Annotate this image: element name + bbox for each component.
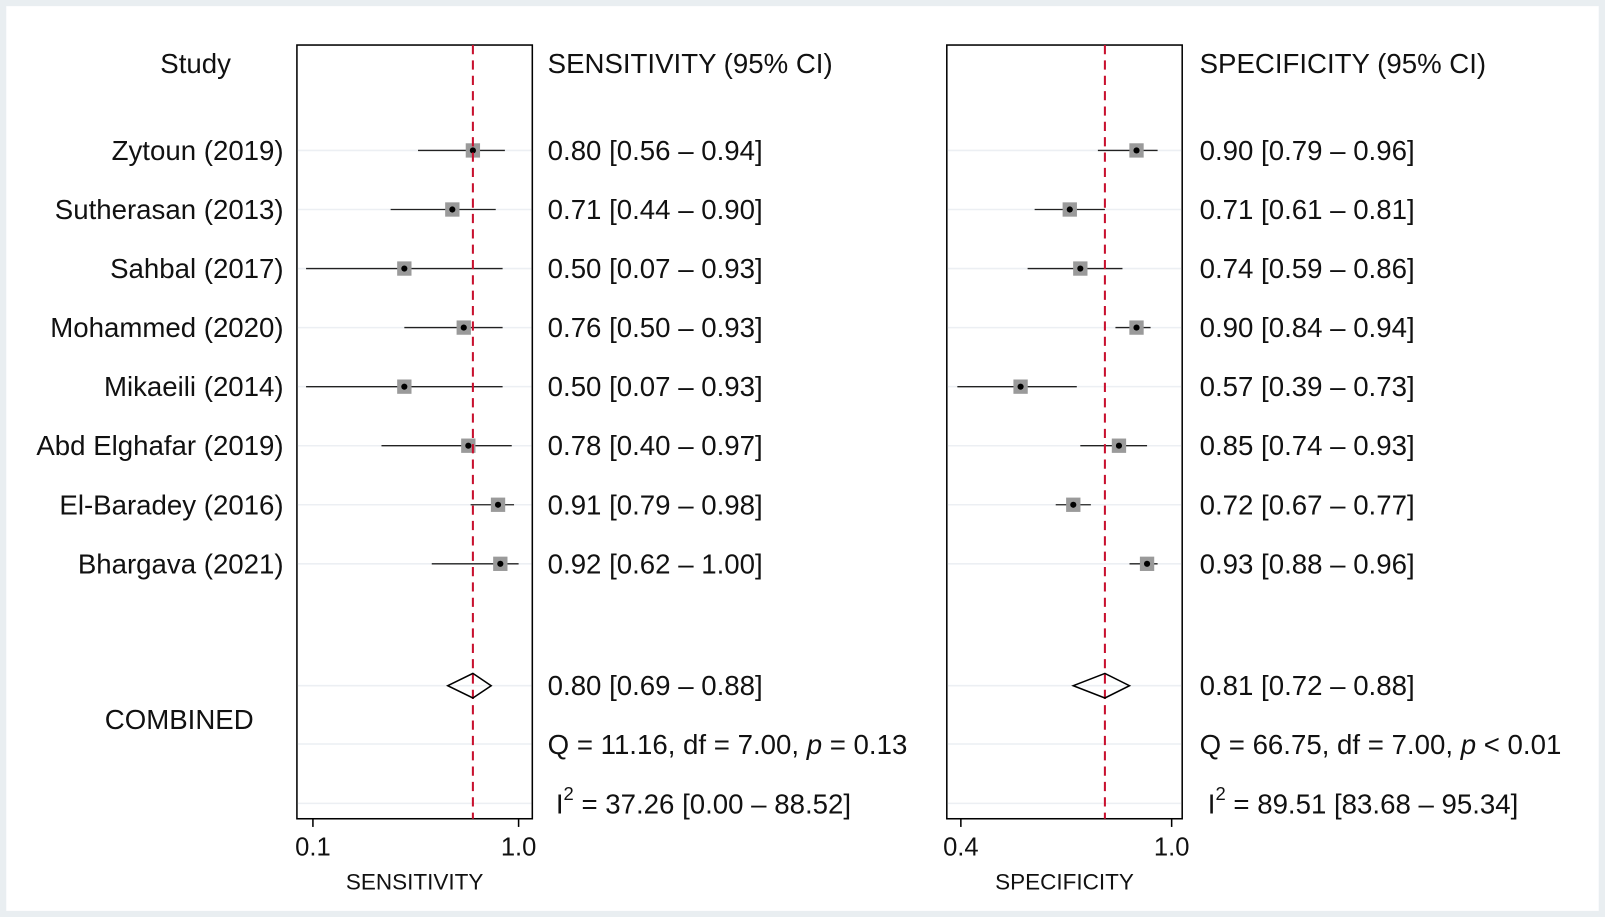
- study-label: Mohammed (2020): [50, 312, 283, 343]
- estimate-dot: [465, 442, 472, 449]
- x-tick-label: 1.0: [1154, 833, 1190, 861]
- value-label: 0.71 [0.44 – 0.90]: [548, 194, 763, 225]
- study-label: El-Baradey (2016): [59, 489, 283, 520]
- p-symbol: p: [806, 729, 822, 760]
- value-label: 0.78 [0.40 – 0.97]: [548, 430, 763, 461]
- combined-diamond: [1071, 672, 1132, 699]
- estimate-dot: [401, 383, 408, 390]
- estimate-dot: [460, 324, 467, 331]
- value-label: 0.50 [0.07 – 0.93]: [548, 253, 763, 284]
- p-symbol: p: [1460, 729, 1476, 760]
- heterogeneity-stat: Q = 66.75, df = 7.00, p < 0.01: [1200, 729, 1562, 760]
- value-label: 0.93 [0.88 – 0.96]: [1200, 548, 1415, 579]
- i2-text: = 37.26 [0.00 – 88.52]: [574, 788, 851, 819]
- combined-value-label: 0.81 [0.72 – 0.88]: [1200, 670, 1415, 701]
- i2-text: = 89.51 [83.68 – 95.34]: [1226, 788, 1519, 819]
- study-label: Sahbal (2017): [110, 253, 284, 284]
- value-label: 0.85 [0.74 – 0.93]: [1200, 430, 1415, 461]
- panel-title: SENSITIVITY (95% CI): [548, 48, 833, 79]
- estimate-dot: [1077, 265, 1084, 272]
- estimate-dot: [469, 147, 476, 154]
- p-text: < 0.01: [1476, 729, 1561, 760]
- value-label: 0.74 [0.59 – 0.86]: [1200, 253, 1415, 284]
- x-tick-label: 1.0: [501, 833, 537, 861]
- value-label: 0.91 [0.79 – 0.98]: [548, 489, 763, 520]
- combined-value-label: 0.80 [0.69 – 0.88]: [548, 670, 763, 701]
- heterogeneity-stat: Q = 11.16, df = 7.00, p = 0.13: [548, 729, 908, 760]
- value-label: 0.72 [0.67 – 0.77]: [1200, 489, 1415, 520]
- i2-power: 2: [1215, 783, 1225, 804]
- q-text: Q = 11.16, df = 7.00,: [548, 729, 807, 760]
- x-axis-label: SENSITIVITY: [346, 870, 484, 895]
- value-label: 0.71 [0.61 – 0.81]: [1200, 194, 1415, 225]
- x-tick-label: 0.4: [943, 833, 979, 861]
- estimate-dot: [1017, 383, 1024, 390]
- value-label: 0.90 [0.84 – 0.94]: [1200, 312, 1415, 343]
- p-text: = 0.13: [822, 729, 907, 760]
- panel-frame: [946, 44, 1183, 820]
- i2-symbol: I: [1208, 788, 1216, 819]
- estimate-dot: [401, 265, 408, 272]
- estimate-dot: [1066, 206, 1073, 213]
- value-label: 0.92 [0.62 – 1.00]: [548, 548, 763, 579]
- estimate-dot: [497, 560, 504, 567]
- i2-symbol: I: [556, 788, 564, 819]
- chart-background: [6, 6, 1599, 911]
- value-label: 0.90 [0.79 – 0.96]: [1200, 135, 1415, 166]
- value-label: 0.76 [0.50 – 0.93]: [548, 312, 763, 343]
- i2-stat: I2 = 89.51 [83.68 – 95.34]: [1208, 783, 1519, 819]
- study-header: Study: [160, 48, 231, 79]
- q-text: Q = 66.75, df = 7.00,: [1200, 729, 1461, 760]
- value-label: 0.80 [0.56 – 0.94]: [548, 135, 763, 166]
- estimate-dot: [494, 501, 502, 508]
- estimate-dot: [1115, 442, 1123, 449]
- estimate-dot: [1133, 147, 1140, 154]
- study-label: Zytoun (2019): [112, 135, 284, 166]
- study-label: Bhargava (2021): [78, 548, 284, 579]
- x-axis-label: SPECIFICITY: [995, 870, 1134, 895]
- panel-title: SPECIFICITY (95% CI): [1200, 48, 1487, 79]
- value-label: 0.57 [0.39 – 0.73]: [1200, 371, 1415, 402]
- estimate-dot: [449, 206, 456, 213]
- i2-power: 2: [564, 783, 574, 804]
- estimate-dot: [1070, 501, 1077, 508]
- value-label: 0.50 [0.07 – 0.93]: [548, 371, 763, 402]
- combined-label: COMBINED: [105, 704, 254, 735]
- i2-stat: I2 = 37.26 [0.00 – 88.52]: [556, 783, 851, 819]
- study-label: Abd Elghafar (2019): [36, 430, 283, 461]
- x-tick-label: 0.1: [295, 833, 331, 861]
- panel-frame: [296, 44, 534, 820]
- study-label: Sutherasan (2013): [55, 194, 284, 225]
- combined-diamond: [446, 672, 493, 699]
- estimate-dot: [1143, 560, 1151, 567]
- study-label: Mikaeili (2014): [104, 371, 284, 402]
- estimate-dot: [1133, 324, 1140, 331]
